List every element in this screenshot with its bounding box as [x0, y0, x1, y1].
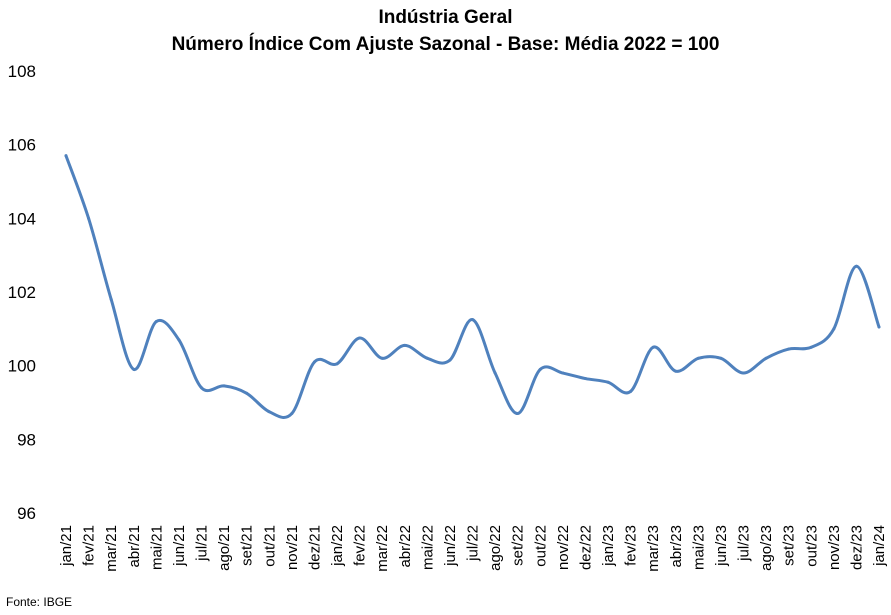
- x-tick-label: mar/22: [374, 525, 391, 572]
- y-tick-label: 108: [8, 62, 36, 81]
- data-point: [696, 356, 700, 360]
- x-tick-label: mar/23: [645, 525, 662, 572]
- x-tick-label: jan/24: [871, 525, 888, 567]
- data-point: [109, 297, 113, 301]
- x-tick-label: dez/23: [848, 525, 865, 570]
- data-point: [425, 356, 429, 360]
- data-point: [200, 386, 203, 390]
- data-points: [64, 154, 881, 416]
- data-point: [448, 358, 452, 362]
- x-tick-label: abr/21: [126, 525, 143, 568]
- x-tick-label: ago/23: [758, 525, 775, 571]
- y-axis: 96 98 100 102 104 106 108: [8, 62, 36, 523]
- data-point: [877, 325, 881, 329]
- x-tick-label: fev/22: [352, 525, 369, 566]
- x-tick-label: jan/23: [600, 525, 617, 567]
- x-tick-label: out/23: [803, 525, 820, 567]
- x-tick-label: set/21: [239, 525, 256, 566]
- x-axis: jan/21 fev/21 mar/21 abr/21 mai/21 jun/21 jul/…: [58, 525, 888, 572]
- data-point: [335, 362, 339, 366]
- y-tick-label: 96: [17, 504, 36, 523]
- data-point: [606, 380, 610, 384]
- x-tick-label: fev/21: [81, 525, 98, 566]
- chart-subtitle: Número Índice Com Ajuste Sazonal - Base:…: [171, 34, 720, 55]
- y-tick-label: 106: [8, 136, 36, 155]
- data-point: [561, 371, 565, 375]
- x-tick-label: out/22: [532, 525, 549, 567]
- x-tick-label: abr/22: [397, 525, 414, 568]
- x-tick-label: ago/22: [487, 525, 504, 571]
- data-point: [154, 319, 158, 323]
- data-point: [267, 410, 271, 414]
- x-tick-label: set/23: [781, 525, 798, 566]
- x-tick-label: jun/22: [442, 525, 459, 567]
- x-tick-label: mai/23: [690, 525, 707, 570]
- data-point: [742, 371, 745, 375]
- x-tick-label: jul/21: [194, 525, 211, 562]
- data-point: [177, 338, 181, 342]
- data-point: [674, 369, 678, 373]
- x-tick-label: dez/21: [306, 525, 323, 570]
- x-tick-label: nov/22: [555, 525, 572, 570]
- x-tick-label: mar/21: [103, 525, 120, 572]
- data-point: [629, 389, 633, 393]
- x-tick-label: jun/23: [713, 525, 730, 567]
- x-tick-label: dez/22: [577, 525, 594, 570]
- data-point: [245, 391, 249, 395]
- x-tick-label: set/22: [510, 525, 527, 566]
- data-point: [854, 264, 858, 268]
- y-tick-label: 102: [8, 283, 36, 302]
- data-point: [651, 345, 655, 349]
- data-point: [538, 367, 542, 371]
- x-tick-label: fev/23: [623, 525, 640, 566]
- x-tick-label: jul/23: [736, 525, 753, 562]
- data-point: [832, 327, 836, 331]
- x-tick-label: ago/21: [216, 525, 233, 571]
- x-tick-label: nov/23: [826, 525, 843, 570]
- series-line: [64, 154, 881, 419]
- data-point: [380, 356, 384, 360]
- source-note: Fonte: IBGE: [6, 595, 73, 609]
- y-tick-label: 98: [17, 430, 36, 449]
- x-tick-label: mai/21: [148, 525, 165, 570]
- x-tick-label: out/21: [261, 525, 278, 567]
- data-point: [222, 384, 226, 388]
- data-point: [64, 154, 68, 158]
- data-point: [312, 360, 316, 364]
- y-tick-label: 100: [8, 357, 36, 376]
- chart-title: Indústria Geral: [378, 7, 513, 28]
- data-point: [764, 356, 768, 360]
- x-tick-label: jan/22: [329, 525, 346, 567]
- data-point: [403, 343, 407, 347]
- data-point: [132, 367, 136, 371]
- data-point: [493, 371, 497, 375]
- x-tick-label: mai/22: [419, 525, 436, 570]
- x-tick-label: jul/22: [465, 525, 482, 562]
- data-point: [87, 216, 91, 220]
- data-point: [516, 412, 520, 416]
- x-tick-label: nov/21: [284, 525, 301, 570]
- data-point: [358, 336, 362, 340]
- x-tick-label: jun/21: [171, 525, 188, 567]
- x-tick-label: jan/21: [58, 525, 75, 567]
- data-point: [719, 356, 723, 360]
- data-point: [809, 345, 813, 349]
- data-point: [787, 347, 791, 351]
- y-tick-label: 104: [8, 209, 36, 228]
- data-point: [583, 377, 587, 381]
- x-tick-label: abr/23: [668, 525, 685, 568]
- data-point: [290, 412, 294, 416]
- data-point: [471, 318, 474, 322]
